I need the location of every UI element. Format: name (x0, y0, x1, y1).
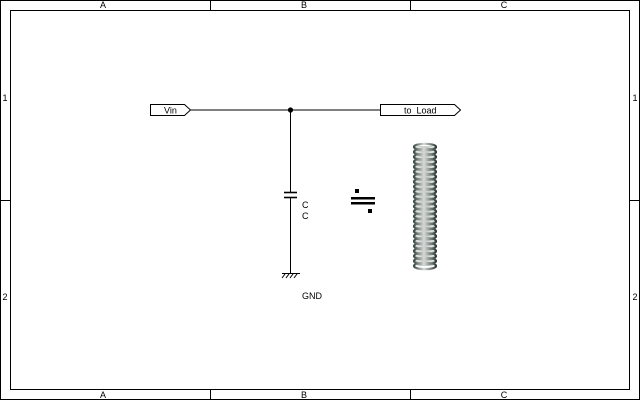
port-to-load[interactable]: to_Load (380, 104, 462, 116)
port-to-load-shape (380, 104, 462, 116)
coil-turn (412, 187, 438, 196)
zone-bottom-a: A (100, 390, 106, 400)
port-vin-shape (150, 104, 192, 116)
coil-turn (412, 261, 438, 271)
zone-bottom-b: B (301, 390, 307, 400)
coil-turn (412, 226, 438, 236)
coil-turn (412, 197, 438, 206)
zone-top-c: C (501, 0, 508, 10)
coil-turn (412, 152, 438, 162)
inner-border (10, 10, 630, 390)
capacitor-value: C (302, 211, 309, 221)
ground-symbol[interactable] (281, 273, 300, 279)
coil-turn (412, 172, 438, 182)
coil-turn (412, 167, 438, 177)
coil-highlight (415, 264, 435, 268)
coil-turn (412, 246, 438, 256)
approx-equal-symbol (351, 189, 375, 213)
coil-turn (412, 217, 438, 226)
port-vin[interactable]: Vin (150, 104, 192, 116)
coil-turn (412, 202, 438, 211)
coil-turn (412, 256, 438, 266)
zone-top-b: B (301, 0, 307, 10)
port-vin-label: Vin (164, 106, 177, 116)
coil-turn (412, 162, 438, 172)
coil-turn (412, 192, 438, 201)
coil-turn (412, 182, 438, 191)
zone-right-1: 1 (632, 93, 637, 103)
coil-turn (412, 147, 438, 157)
port-to-load-label: to_Load (404, 106, 437, 116)
coil-turn (412, 236, 438, 246)
zone-top-a: A (100, 0, 106, 10)
ground-label: GND (302, 291, 323, 301)
zone-right-2: 2 (632, 292, 637, 302)
zone-left-2: 2 (2, 292, 7, 302)
capacitor-c[interactable]: C C (284, 191, 309, 222)
coil-turn (412, 207, 438, 216)
coil-turn (412, 157, 438, 167)
zone-left-1: 1 (2, 93, 7, 103)
coil-turn (412, 177, 438, 187)
coil-turn (412, 222, 438, 231)
coil-turn (412, 251, 438, 261)
capacitor-ref: C (302, 200, 309, 210)
spring-coil-image (412, 142, 438, 271)
coil-turn (412, 212, 438, 221)
coil-turn (412, 231, 438, 241)
zone-bottom-c: C (501, 390, 508, 400)
coil-turn (412, 241, 438, 251)
coil-turn (412, 142, 438, 152)
